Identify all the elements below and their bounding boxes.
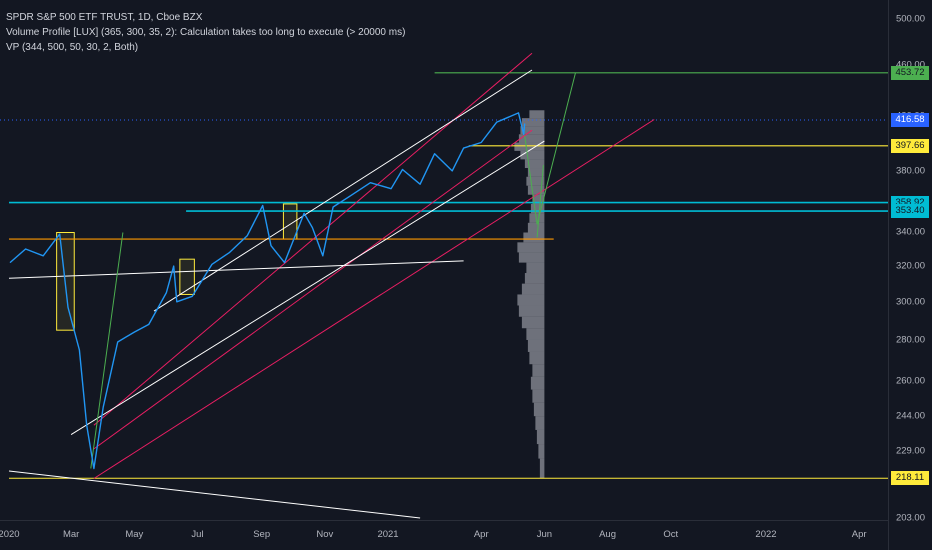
- trendline-3: [153, 69, 533, 312]
- volume-profile-bar-2: [536, 429, 545, 445]
- x-tick-label: Apr: [473, 529, 489, 540]
- volume-profile-bar-29: [514, 142, 545, 151]
- y-tick-label: 260.00: [895, 375, 925, 387]
- y-tick-label: 320.00: [895, 260, 925, 272]
- volume-profile-bar-7: [532, 364, 545, 377]
- volume-profile-bar-1: [538, 444, 545, 459]
- volume-profile-bar-14: [521, 283, 545, 295]
- y-tick-label: 229.00: [895, 445, 925, 457]
- volume-profile-bar-4: [533, 402, 545, 417]
- volume-profile-bar-23: [532, 194, 545, 204]
- trendline-6: [8, 470, 421, 519]
- volume-profile-bar-26: [527, 168, 545, 177]
- x-tick-label: Mar: [62, 529, 80, 540]
- x-tick-label: Jun: [536, 529, 553, 540]
- price-series: [9, 112, 526, 470]
- volume-profile-bar-21: [529, 213, 545, 223]
- volume-profile-bar-31: [520, 126, 545, 135]
- volume-profile: [514, 110, 545, 479]
- trendline-2: [93, 119, 655, 479]
- price-label-353-40: 353.40: [891, 204, 929, 219]
- y-tick-label: 203.00: [895, 512, 925, 524]
- trendlines: [8, 52, 655, 519]
- volume-profile-bar-10: [526, 328, 545, 340]
- volume-profile-bar-11: [521, 316, 545, 329]
- x-tick-label: 2020: [0, 529, 20, 540]
- indicator-volume-profile-lux[interactable]: Volume Profile [LUX] (365, 300, 35, 2): …: [6, 27, 406, 38]
- x-tick-label: Jul: [191, 529, 204, 540]
- volume-profile-bar-3: [535, 416, 545, 430]
- volume-profile-bar-19: [523, 232, 545, 243]
- trendline-5: [8, 260, 464, 279]
- y-tick-label: 280.00: [895, 334, 925, 346]
- y-tick-label: 500.00: [895, 13, 925, 25]
- x-tick-label: Apr: [851, 529, 867, 540]
- y-tick-label: 460.00: [896, 60, 925, 71]
- y-tick-label: 244.00: [895, 410, 925, 422]
- volume-profile-bar-24: [527, 185, 545, 195]
- volume-profile-bar-15: [524, 273, 545, 284]
- x-tick-label: Aug: [599, 529, 616, 540]
- volume-profile-bar-32: [521, 118, 545, 127]
- trendline-7: [90, 232, 124, 469]
- volume-profile-bar-0: [539, 458, 545, 479]
- highlight-boxes: [56, 203, 298, 331]
- volume-profile-bar-28: [520, 150, 545, 160]
- volume-profile-bar-6: [530, 376, 545, 390]
- volume-profile-bar-16: [526, 262, 545, 274]
- price-label-218-11: 218.11: [891, 471, 929, 486]
- volume-profile-bar-17: [518, 252, 545, 263]
- price-label-397-66: 397.66: [891, 138, 929, 153]
- trendline-1: [93, 129, 533, 450]
- volume-profile-bar-12: [518, 305, 545, 317]
- x-tick-label: Sep: [253, 529, 271, 540]
- volume-profile-bar-5: [532, 389, 545, 403]
- indicator-vp[interactable]: VP (344, 500, 50, 30, 2, Both): [6, 42, 139, 53]
- highlight-box-1: [179, 258, 195, 295]
- price-label-416-58: 416.58: [891, 113, 929, 128]
- x-tick-label: Oct: [663, 529, 679, 540]
- volume-profile-bar-8: [529, 351, 545, 365]
- volume-profile-bar-25: [526, 176, 545, 186]
- volume-profile-bar-18: [517, 242, 545, 253]
- volume-profile-bar-27: [524, 159, 545, 169]
- chart-header: SPDR S&P 500 ETF TRUST, 1D, Cboe BZX Vol…: [6, 10, 405, 55]
- volume-profile-bar-30: [518, 134, 545, 143]
- volume-profile-bar-20: [527, 222, 545, 233]
- price-line: [9, 112, 526, 470]
- y-tick-label: 340.00: [895, 226, 925, 238]
- volume-profile-bar-9: [527, 339, 545, 352]
- volume-profile-bar-22: [530, 203, 545, 214]
- symbol-title[interactable]: SPDR S&P 500 ETF TRUST, 1D, Cboe BZX: [6, 12, 203, 23]
- x-tick-label: 2021: [377, 529, 399, 540]
- trendline-8: [524, 72, 576, 225]
- price-label-453-72: 453.72: [891, 65, 929, 80]
- volume-profile-bar-33: [529, 110, 545, 119]
- x-tick-label: 2022: [755, 529, 777, 540]
- horizontal-levels: [0, 72, 888, 479]
- trendline-9: [536, 165, 544, 238]
- trendline-0: [93, 52, 533, 426]
- price-axis[interactable]: 500.00460.00420.00400.00380.00360.00340.…: [888, 0, 932, 550]
- volume-profile-bar-13: [517, 294, 545, 306]
- x-tick-label: Nov: [316, 529, 334, 540]
- y-tick-label: 300.00: [895, 296, 925, 308]
- time-axis[interactable]: 2020 Mar May Jul Sep Nov 2021 Apr Jun Aug Oct 2022 A…: [0, 520, 888, 550]
- trendline-4: [70, 140, 545, 436]
- y-tick-label: 380.00: [895, 165, 925, 177]
- x-tick-label: May: [125, 529, 144, 540]
